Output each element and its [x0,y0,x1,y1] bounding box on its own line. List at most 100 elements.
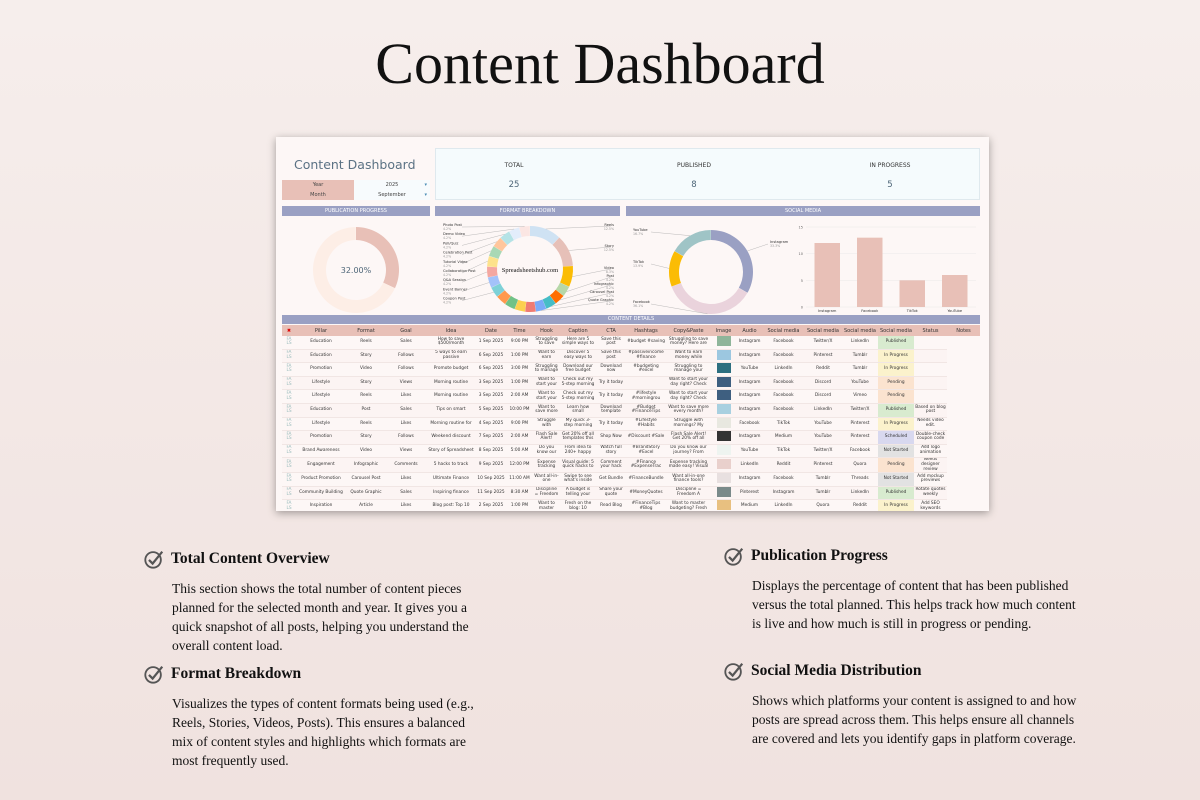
table-cell-social-media: Instagram [763,486,804,501]
table-cell-cta: Shop Now [596,430,626,445]
thumbnail-image [716,444,731,455]
table-cell-copy-paste: Want to start your day right? Check [666,376,711,391]
clear-filter-icon[interactable]: ✖ [282,325,296,336]
table-cell-image [711,349,736,364]
table-cell-image [711,430,736,445]
format-label: Coupon Post [443,297,466,301]
table-cell-pillar: Product Promotion [296,472,346,487]
row-marker: FA LS [282,472,296,487]
table-row[interactable]: FA LS Engagement Infographic Comments 5 hacks… [282,457,980,474]
table-cell-time: 11:00 AM [506,472,533,487]
table-row[interactable]: FA LS Promotion Video Follows Promote budget 6… [282,362,980,377]
table-cell-goal: Follows [386,430,426,445]
column-header: Pillar [296,325,346,336]
bar-instagram [814,243,840,307]
column-header: Idea [426,325,476,336]
table-cell-caption: Get 20% off all templates this [560,430,596,445]
thumbnail-image [716,486,731,497]
table-cell-audio: Facebook [736,417,763,432]
bar-facebook [857,237,883,307]
table-cell-social-media: In Progress [878,499,914,511]
column-header: Hook [533,325,560,336]
table-cell-status: Double-check coupon code [914,430,947,445]
dashboard-title: Content Dashboard [294,157,416,172]
year-select[interactable]: 2025 ▾ [354,180,430,190]
table-row[interactable]: FA LS Product Promotion Carousel Post Likes U… [282,472,980,487]
table-cell-idea: 5 hacks to track [426,457,476,474]
format-percent: 4.2% [606,302,614,306]
format-leader-line [461,260,488,274]
column-header: Goal [386,325,426,336]
table-row[interactable]: FA LS Lifestyle Story Views Morning routine 3 … [282,376,980,391]
month-select[interactable]: September ▾ [354,190,430,200]
feature-title: Social Media Distribution [751,662,922,679]
column-header: Format [346,325,386,336]
row-marker: FA LS [282,444,296,459]
row-marker: FA LS [282,457,296,474]
content-details-header: CONTENT DETAILS [282,315,980,324]
table-row[interactable]: FA LS Education Reels Sales How to save $500/… [282,336,980,350]
table-cell-copy-paste: Expense tracking made easy! Visual [666,457,711,474]
format-percent: 4.2% [443,236,451,240]
dropdown-arrow-icon: ▾ [424,182,427,188]
table-cell-social-media: Facebook [763,403,804,418]
table-cell-status [914,349,947,364]
table-cell-caption: Here are 5 simple ways to [560,336,596,350]
table-row[interactable]: FA LS Promotion Story Follows Weekend discoun… [282,430,980,445]
social-label: YouTube [633,228,648,232]
format-leader-line [559,284,612,301]
format-donut-slice [487,256,499,268]
table-cell-social-media: YouTube [842,376,878,391]
table-row[interactable]: FA LS Brand Awareness Video Views Story of Sp… [282,444,980,459]
table-row[interactable]: FA LS Lifestyle Reels Likes Morning routine 3 … [282,389,980,404]
table-cell-hashtags: #lifestyle #morningrou [626,389,666,404]
thumbnail-image [716,403,731,414]
table-cell-hook: Want to earn [533,349,560,364]
column-header: Social media [804,325,842,336]
table-cell-social-media: Twitter/X [804,444,842,459]
table-cell-image [711,362,736,377]
table-cell-status: Based on blog post [914,403,947,418]
table-cell-status: Needs video edit. [914,417,947,432]
table-cell-caption: A budget is telling your [560,486,596,501]
table-row[interactable]: FA LS Lifestyle Reels Likes Morning routine f… [282,417,980,432]
table-cell-copy-paste: Discipline = Freedom A [666,486,711,501]
table-cell-date: 3 Sep 2025 [476,389,506,404]
table-row[interactable]: FA LS Education Post Sales Tips on smart 5 Sep… [282,403,980,418]
table-row[interactable]: FA LS Community Building Quote Graphic Sales… [282,486,980,501]
table-row[interactable]: FA LS Inspiration Article Likes Blog post: To… [282,499,980,511]
format-donut-slice [497,290,511,304]
table-cell-cta: Try it today [596,389,626,404]
format-donut-slice [500,231,514,245]
table-cell-date: 2 Sep 2025 [476,499,506,511]
social-media-header: SOCIAL MEDIA [626,206,980,216]
format-percent: 4.2% [606,278,614,282]
table-cell-status [914,336,947,350]
format-breakdown-header: FORMAT BREAKDOWN [435,206,620,216]
feature-title: Total Content Overview [171,550,330,567]
table-row[interactable]: FA LS Education Story Follows 5 ways to earn … [282,349,980,364]
check-circle-icon [144,665,164,684]
table-cell-social-media: Reddit [804,362,842,377]
table-cell-status: Add logo animation [914,444,947,459]
table-cell-social-media: In Progress [878,417,914,432]
table-cell-social-media: Facebook [763,389,804,404]
table-cell-copy-paste: Want to start your day right? Check [666,389,711,404]
kpi-inprogress-label: IN PROGRESS [869,162,911,169]
kpi-total-label: TOTAL [504,162,524,169]
table-cell-pillar: Inspiration [296,499,346,511]
social-label: Facebook [633,300,651,304]
table-cell-idea: Inspiring finance [426,486,476,501]
month-label: Month [282,190,354,200]
row-marker: FA LS [282,499,296,511]
bar-x-label: YouTube [947,309,962,313]
table-cell-social-media: Facebook [763,349,804,364]
table-cell-goal: Views [386,376,426,391]
table-cell-format: Post [346,403,386,418]
table-cell-audio: Instagram [736,349,763,364]
table-cell-format: Story [346,430,386,445]
table-cell-goal: Likes [386,417,426,432]
format-leader-line [461,250,492,264]
format-percent: 4.2% [443,301,451,305]
publication-donut-slice [313,227,395,313]
